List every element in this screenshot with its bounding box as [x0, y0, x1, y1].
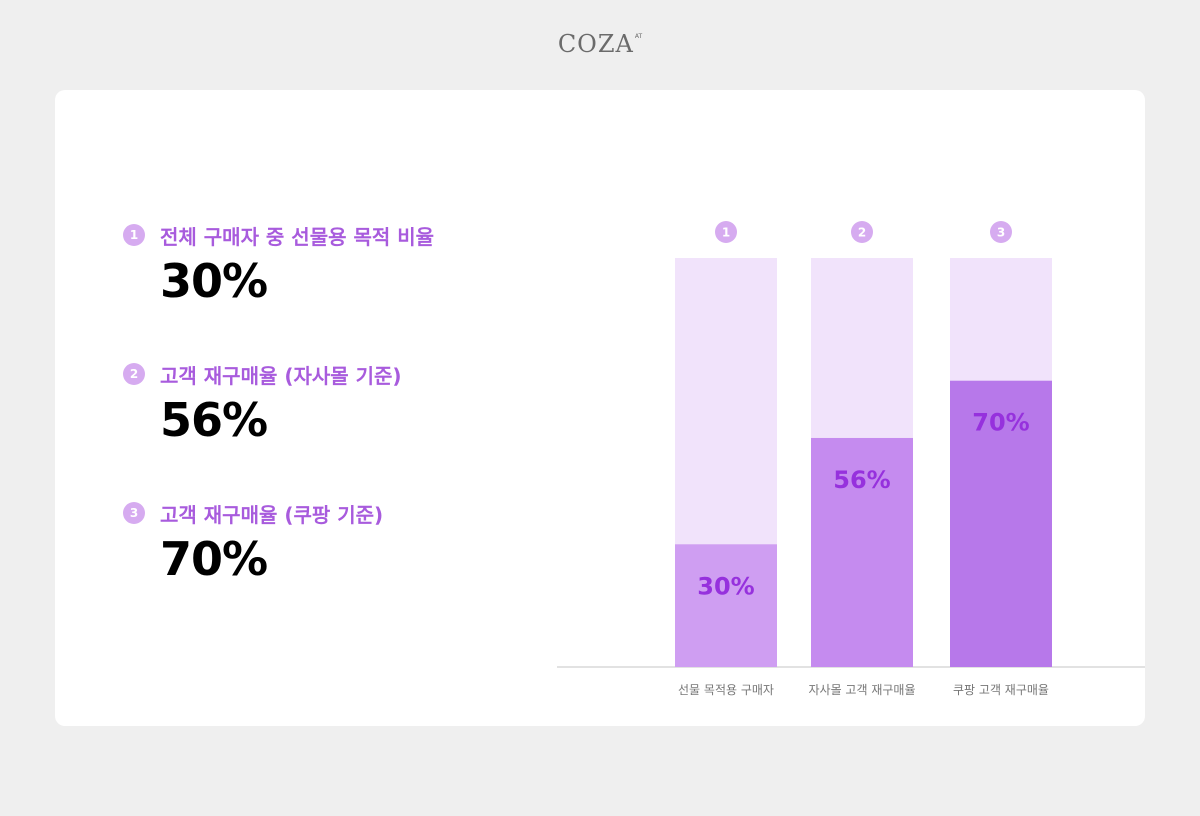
stat-item-3: 3 고객 재구매율 (쿠팡 기준) 70%: [123, 498, 383, 585]
stat-number-badge: 2: [123, 363, 145, 385]
stat-value: 70%: [160, 532, 268, 586]
stat-value: 30%: [160, 254, 268, 308]
bar-value-label-2: 56%: [833, 466, 890, 494]
category-label-1: 선물 목적용 구매자: [678, 683, 774, 697]
stat-item-2: 2 고객 재구매율 (자사몰 기준) 56%: [123, 359, 402, 446]
stat-label: 고객 재구매율 (쿠팡 기준): [160, 502, 384, 527]
stat-number-badge: 1: [123, 224, 145, 246]
stat-label: 전체 구매자 중 선물용 목적 비율: [160, 224, 435, 249]
brand-logo: COZAAT: [0, 30, 1200, 58]
bar-3: [950, 380, 1052, 667]
brand-mark: AT: [634, 33, 643, 40]
bar-1: [675, 544, 777, 667]
bar-marker-badge-3: [990, 221, 1012, 243]
stats-card: 1 전체 구매자 중 선물용 목적 비율 30% 2 고객 재구매율 (자사몰 …: [55, 90, 1145, 726]
bar-chart: 1 30% 선물 목적용 구매자 2 56% 자사몰 고객 재구매율 3 70% 쿠팡 고객 재…: [557, 221, 1145, 697]
category-label-3: 쿠팡 고객 재구매율: [953, 683, 1049, 697]
bar-value-label-1: 30%: [697, 572, 754, 600]
stat-header: 2 고객 재구매율 (자사몰 기준): [123, 359, 402, 389]
stat-header: 3 고객 재구매율 (쿠팡 기준): [123, 498, 383, 528]
stat-header: 1 전체 구매자 중 선물용 목적 비율: [123, 220, 434, 250]
stat-number-badge: 3: [123, 502, 145, 524]
brand-name: COZA: [557, 30, 634, 58]
stat-label: 고객 재구매율 (자사몰 기준): [160, 363, 402, 388]
category-label-2: 자사몰 고객 재구매율: [809, 683, 916, 697]
bar-marker-badge-2: [851, 221, 873, 243]
stat-item-1: 1 전체 구매자 중 선물용 목적 비율 30%: [123, 220, 434, 307]
bar-marker-number-2: 2: [858, 226, 866, 240]
bar-marker-number-3: 3: [997, 226, 1005, 240]
bar-marker-badge-1: [715, 221, 737, 243]
stat-value: 56%: [160, 393, 268, 447]
bar-2: [811, 437, 913, 667]
bar-marker-number-1: 1: [722, 226, 730, 240]
bar-value-label-3: 70%: [972, 409, 1029, 437]
